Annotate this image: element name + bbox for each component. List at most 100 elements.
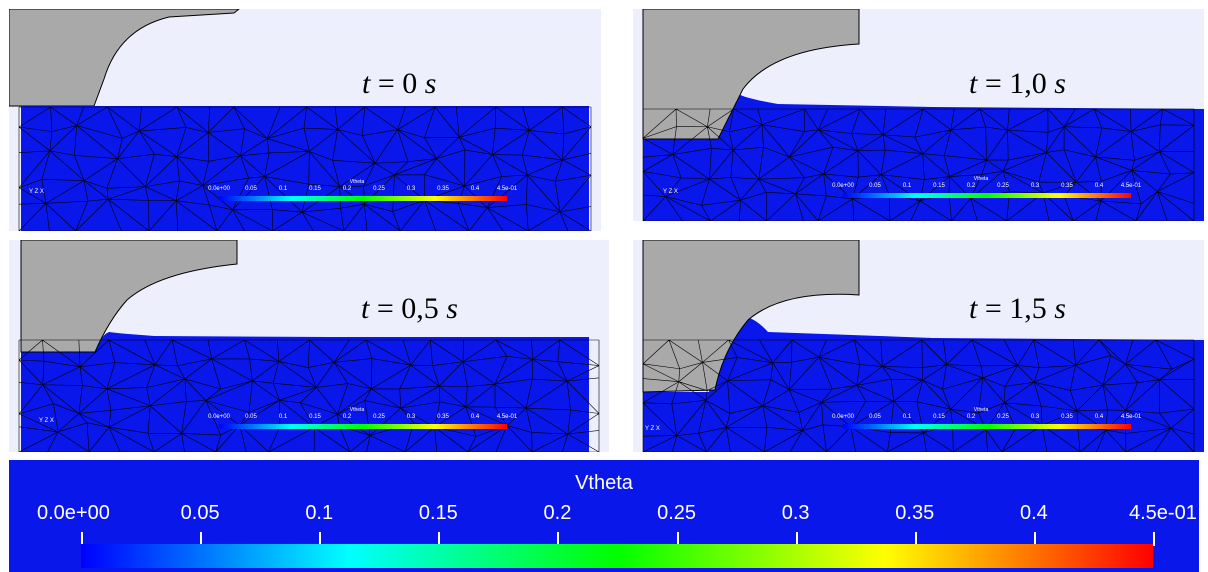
mesh-edges: [642, 339, 1195, 452]
mini-colorbar-tick-label: 0.1: [902, 183, 912, 189]
mini-colorbar-tick-label: 0.2: [966, 183, 976, 189]
mini-colorbar-tick-label: 0.25: [997, 183, 1009, 189]
mini-colorbar-title: Vtheta: [973, 176, 989, 182]
mini-colorbar-tick-label: 0.1: [278, 186, 288, 192]
mini-colorbar-tick-label: 0.4: [1094, 183, 1104, 189]
mesh-lines: [642, 339, 1195, 452]
colorbar-tick-label: 0.0e+00: [37, 502, 110, 524]
mini-colorbar-gradient: [843, 424, 1131, 429]
mini-colorbar-tick-label: 0.0e+00: [832, 183, 854, 189]
colorbar-tick-label: 0.2: [543, 502, 572, 524]
colorbar-tick-mark: [557, 532, 560, 546]
mini-colorbar-ticks: 0.0e+00 0.05 0.1 0.15 0.2 0.25 0.3 0.35 0.4 4.5e-…: [207, 414, 517, 422]
mesh-lines: [642, 108, 1195, 221]
mini-colorbar-tick-label: 0.0e+00: [208, 414, 230, 420]
time-label: t = 1,5 s: [969, 292, 1066, 325]
panel-t15: t = 1,5 s Y Z X Vtheta 0.0e+00 0.05 0.1 0.15…: [633, 240, 1204, 452]
tool-shape: [20, 240, 238, 353]
mini-colorbar: Vtheta 0.0e+00 0.05 0.1 0.15 0.2 0.25 0.3 0.35 0.…: [207, 179, 517, 209]
mesh-edges: [18, 106, 592, 231]
workpiece: [643, 94, 1204, 221]
colorbar-tick-label: 0.3: [781, 502, 810, 524]
colorbar-tick-mark: [676, 532, 679, 546]
panel-t10: t = 1,0 s Y Z X Vtheta 0.0e+00 0.05 0.1 0.15…: [633, 9, 1204, 221]
mini-colorbar-tick-label: 0.2: [342, 414, 352, 420]
mini-colorbar-tick-label: 0.3: [406, 186, 416, 192]
colorbar-tick-label: 0.4: [1019, 502, 1048, 524]
axes-triad: Y Z X: [39, 418, 54, 424]
mesh-lines: [18, 106, 592, 231]
axes-triad: Y Z X: [663, 189, 678, 195]
mini-colorbar-tick-label: 0.3: [406, 414, 416, 420]
mesh-plot-t10: [642, 9, 1204, 221]
mini-colorbar-tick-label: 0.35: [1061, 414, 1073, 420]
mini-colorbar-tick-label: 4.5e-01: [1120, 414, 1142, 420]
mesh-plot-t05: [18, 240, 600, 452]
mini-colorbar-gradient: [219, 196, 507, 201]
mini-colorbar-tick-label: 0.4: [1094, 414, 1104, 420]
colorbar-tick-mark: [1153, 532, 1155, 546]
mini-colorbar-tick-label: 0.35: [437, 186, 449, 192]
mini-colorbar-tick-label: 0.0e+00: [208, 186, 230, 192]
colorbar-tick-mark: [438, 532, 441, 546]
mini-colorbar-tick-label: 0.05: [245, 186, 257, 192]
tool-shape: [642, 240, 860, 393]
mini-colorbar-tick-label: 0.4: [470, 414, 480, 420]
panel-t05: t = 0,5 s Y Z X Vtheta 0.0e+00 0.05 0.1 0.15…: [9, 240, 609, 452]
colorbar-tick-mark: [1033, 532, 1036, 546]
panel-t0: t = 0 s Y Z X Vtheta 0.0e+00 0.05 0.1 0.15 0.…: [9, 9, 601, 231]
mini-colorbar-tick-label: 4.5e-01: [1120, 183, 1142, 189]
mini-colorbar: Vtheta 0.0e+00 0.05 0.1 0.15 0.2 0.25 0.3 0.35 0.…: [207, 407, 517, 437]
mesh-plot-t0: [9, 9, 592, 231]
colorbar-tick-label: 4.5e-01: [1129, 502, 1197, 524]
mini-colorbar-tick-label: 0.35: [437, 414, 449, 420]
time-label: t = 1,0 s: [969, 67, 1066, 100]
mini-colorbar-tick-label: 0.3: [1030, 414, 1040, 420]
axes-triad: Y Z X: [29, 189, 44, 195]
mini-colorbar-tick-label: 0.35: [1061, 183, 1073, 189]
mini-colorbar-tick-label: 4.5e-01: [496, 414, 518, 420]
mini-colorbar-gradient: [219, 424, 507, 429]
time-label: t = 0,5 s: [361, 292, 458, 325]
mini-colorbar-tick-label: 0.3: [1030, 183, 1040, 189]
mini-colorbar-gradient: [843, 193, 1131, 198]
colorbar-tick-mark: [795, 532, 798, 546]
tool-shape: [9, 9, 240, 107]
mini-colorbar: Vtheta 0.0e+00 0.05 0.1 0.15 0.2 0.25 0.3 0.35 0.…: [831, 407, 1141, 437]
mini-colorbar-title: Vtheta: [973, 407, 989, 413]
mini-colorbar-tick-label: 0.15: [309, 186, 321, 192]
colorbar-tick-label: 0.15: [418, 502, 458, 524]
colorbar-tick-label: 0.1: [305, 502, 334, 524]
workpiece: [21, 332, 589, 452]
colorbar-gradient: [81, 544, 1153, 568]
colorbar-legend: Vtheta 0.0e+00 0.05 0.1 0.15 0.2 0.25 0.3 0.35 0…: [9, 460, 1199, 572]
mini-colorbar-ticks: 0.0e+00 0.05 0.1 0.15 0.2 0.25 0.3 0.35 0.4 4.5e-…: [207, 186, 517, 194]
mini-colorbar-tick-label: 0.0e+00: [832, 414, 854, 420]
mesh-edges: [18, 339, 600, 452]
mini-colorbar-tick-label: 0.05: [245, 414, 257, 420]
colorbar-tick-label: 0.05: [180, 502, 220, 524]
mini-colorbar-tick-label: 0.05: [869, 183, 881, 189]
colorbar-tick-label: 0.35: [895, 502, 935, 524]
mini-colorbar-tick-label: 0.1: [278, 414, 288, 420]
mini-colorbar-tick-label: 0.15: [933, 183, 945, 189]
colorbar-title: Vtheta: [575, 472, 633, 494]
mini-colorbar-title: Vtheta: [349, 407, 365, 413]
mini-colorbar-tick-label: 0.25: [373, 414, 385, 420]
mini-colorbar-tick-label: 0.1: [902, 414, 912, 420]
colorbar-tick-mark: [81, 532, 83, 546]
axes-triad: Y Z X: [645, 426, 660, 432]
colorbar-tick-mark: [200, 532, 203, 546]
mini-colorbar-ticks: 0.0e+00 0.05 0.1 0.15 0.2 0.25 0.3 0.35 0.4 4.5e-…: [831, 183, 1141, 191]
colorbar-tick-mark: [319, 532, 322, 546]
mini-colorbar-tick-label: 0.15: [309, 414, 321, 420]
colorbar-tick-mark: [914, 532, 917, 546]
mini-colorbar-tick-label: 0.25: [373, 186, 385, 192]
mesh-lines: [18, 339, 600, 452]
mini-colorbar: Vtheta 0.0e+00 0.05 0.1 0.15 0.2 0.25 0.3 0.35 0.…: [831, 176, 1141, 206]
mini-colorbar-ticks: 0.0e+00 0.05 0.1 0.15 0.2 0.25 0.3 0.35 0.4 4.5e-…: [831, 414, 1141, 422]
mini-colorbar-tick-label: 0.4: [470, 186, 480, 192]
time-label: t = 0 s: [362, 67, 437, 100]
mini-colorbar-title: Vtheta: [349, 179, 365, 185]
colorbar-tick-label: 0.25: [657, 502, 697, 524]
